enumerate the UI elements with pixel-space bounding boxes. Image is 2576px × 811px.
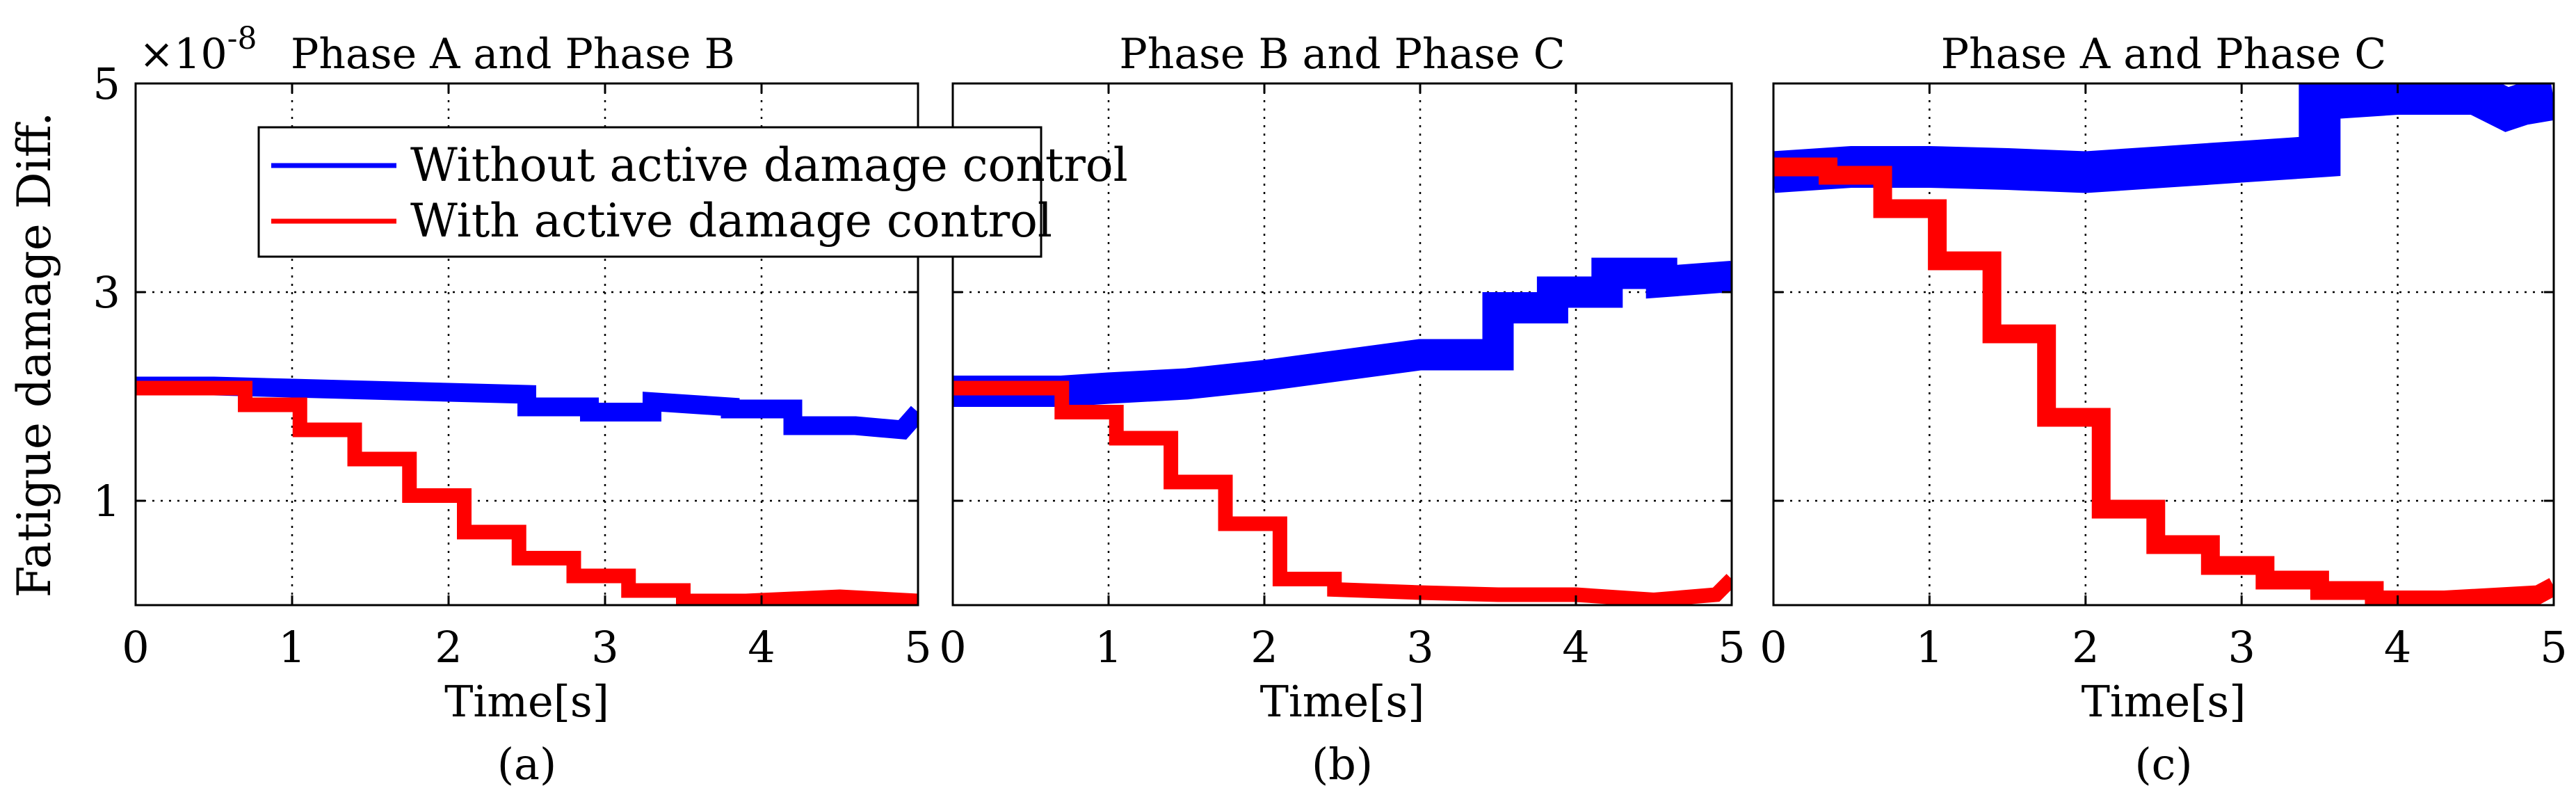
x-tick-label: 0 [939,622,966,673]
subfigure-label: (c) [2134,739,2192,789]
y-tick-label: 5 [93,58,120,109]
x-tick-label: 1 [1916,622,1943,673]
plot-area-frame [1772,82,2555,607]
subfigure-label: (b) [1312,739,1373,789]
chart-panels: 0 1 2 3 4 5 1 3 5 Phase A and Phase B Time[s] (a) 0 1… [93,30,2568,789]
x-axis-label: Time[s] [2082,676,2246,727]
x-tick-label: 2 [2072,622,2099,673]
x-tick-label: 2 [1250,622,1278,673]
chart-title: Phase A and Phase C [1941,30,2387,79]
series-with-control-line [1773,157,2554,605]
exponent-power: -8 [227,21,257,56]
chart-panel-1: 0 1 2 3 4 5 1 3 5 Phase A and Phase B Time[s] (a) [93,30,932,789]
x-axis-label: Time[s] [1260,676,1425,727]
chart-title: Phase A and Phase B [291,30,735,79]
x-tick-label: 3 [591,622,618,673]
plot-area-frame [951,82,1733,607]
legend-box [257,126,1043,258]
series-with-control-line [136,380,918,605]
x-tick-label: 0 [1760,622,1787,673]
series-without-control-line [953,257,1732,407]
x-tick-label: 1 [1095,622,1122,673]
x-tick-label: 4 [2384,622,2411,673]
legend-label: With active damage control [410,194,1052,248]
series-without-control-line [1773,83,2554,193]
chart-panel-2: 0 1 2 3 4 5 Phase B and Phase C Time[s] (b) [939,30,1745,789]
chart-title: Phase B and Phase C [1119,30,1565,79]
plot-area-frame [134,82,919,607]
x-tick-label: 5 [2540,622,2567,673]
subfigure-label: (a) [497,739,556,789]
x-tick-label: 3 [1406,622,1433,673]
x-tick-label: 1 [278,622,305,673]
y-axis-exponent: ×10-8 [139,21,257,79]
x-tick-label: 0 [122,622,149,673]
x-tick-label: 5 [904,622,931,673]
x-axis-label: Time[s] [444,676,609,727]
x-tick-label: 4 [748,622,775,673]
x-tick-label: 5 [1718,622,1745,673]
legend-label: Without active damage control [410,138,1128,192]
x-tick-label: 2 [435,622,462,673]
chart-panel-3: 0 1 2 3 4 5 Phase A and Phase C Time[s] (c) [1760,30,2567,789]
series-with-control-line [953,380,1732,605]
y-tick-label: 3 [93,267,120,318]
y-tick-label: 1 [93,476,120,527]
x-tick-label: 4 [1562,622,1589,673]
exponent-base: ×10 [139,30,227,79]
x-tick-label: 3 [2228,622,2255,673]
y-axis-label: Fatigue damage Diff. [8,112,61,597]
series-without-control-line [136,376,918,440]
